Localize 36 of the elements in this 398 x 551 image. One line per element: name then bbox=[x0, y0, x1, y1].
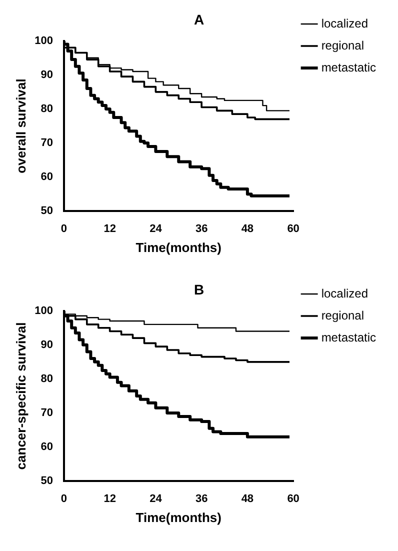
x-tick-label: 0 bbox=[60, 222, 68, 235]
y-tick-label: 60 bbox=[40, 171, 53, 184]
chart-title: A bbox=[194, 11, 204, 28]
y-axis-title: cancer-specific survival bbox=[13, 322, 28, 470]
legend-label: localized bbox=[321, 286, 368, 300]
legend-label: metastatic bbox=[321, 60, 376, 74]
y-tick-label: 100 bbox=[34, 34, 53, 47]
x-axis-title: Time(months) bbox=[136, 510, 222, 525]
x-tick-label: 0 bbox=[60, 492, 68, 505]
legend-label: localized bbox=[321, 16, 368, 30]
x-tick-label: 60 bbox=[287, 222, 300, 235]
x-tick-label: 36 bbox=[195, 222, 208, 235]
chart-title: B bbox=[194, 281, 204, 298]
legend-label: regional bbox=[321, 38, 364, 52]
x-tick-label: 12 bbox=[104, 222, 116, 235]
y-tick-label: 80 bbox=[40, 102, 53, 115]
x-tick-label: 36 bbox=[195, 492, 208, 505]
y-tick-label: 100 bbox=[34, 304, 53, 317]
x-axis-title: Time(months) bbox=[136, 240, 222, 255]
x-tick-label: 24 bbox=[150, 492, 163, 505]
y-axis-title: overall survival bbox=[13, 78, 28, 174]
y-tick-label: 90 bbox=[40, 68, 53, 81]
legend-label: regional bbox=[321, 308, 364, 322]
y-tick-label: 90 bbox=[40, 338, 53, 351]
x-tick-label: 60 bbox=[287, 492, 300, 505]
y-tick-label: 70 bbox=[40, 137, 53, 150]
y-tick-label: 60 bbox=[40, 441, 53, 454]
y-tick-label: 70 bbox=[40, 407, 53, 420]
y-tick-label: 50 bbox=[40, 475, 53, 488]
y-tick-label: 50 bbox=[40, 205, 53, 218]
x-tick-label: 12 bbox=[104, 492, 116, 505]
x-tick-label: 48 bbox=[241, 492, 254, 505]
x-tick-label: 48 bbox=[241, 222, 254, 235]
x-tick-label: 24 bbox=[150, 222, 163, 235]
legend-label: metastatic bbox=[321, 330, 376, 344]
y-tick-label: 80 bbox=[40, 372, 53, 385]
